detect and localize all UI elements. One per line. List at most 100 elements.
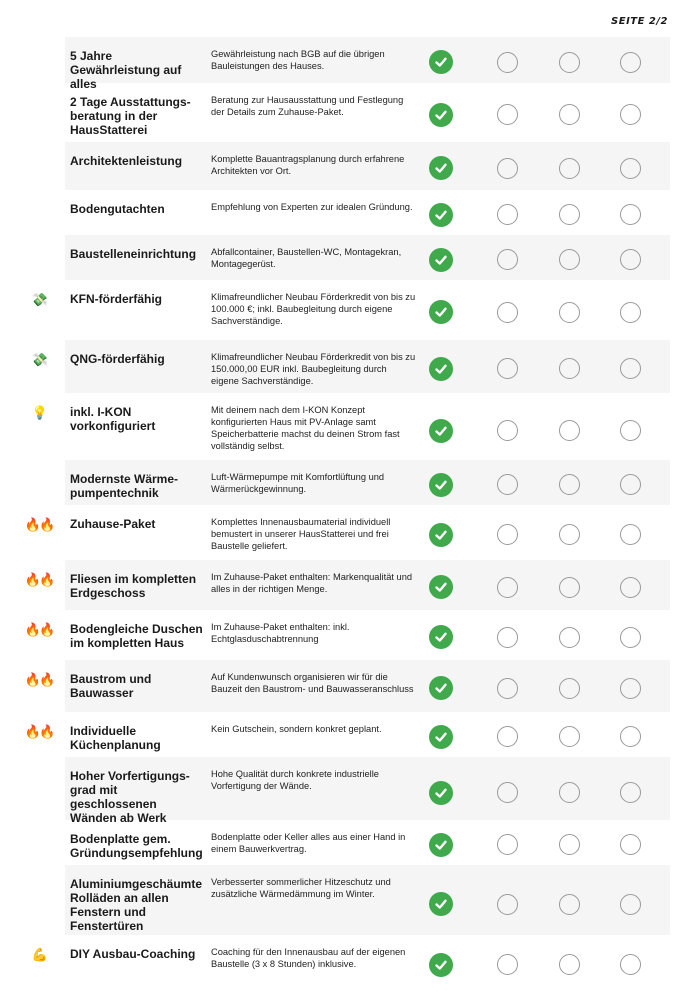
feature-name: Bodengutachten (70, 202, 165, 216)
option-2-cell (492, 37, 522, 83)
feature-name: Aluminiumgeschäumte Rolläden an allen Fe… (70, 877, 203, 933)
empty-circle-icon (496, 104, 518, 125)
feature-description: Gewährleistung nach BGB auf die übrigen … (211, 49, 385, 71)
table-row: Baustelleneinrichtung Abfallcontainer, Ba… (0, 235, 698, 280)
empty-circle-icon (619, 301, 641, 323)
empty-circle-icon (619, 576, 641, 598)
feature-description: Hohe Qualität durch konkrete industriell… (211, 769, 379, 791)
empty-circle-icon (619, 204, 641, 225)
option-1-cell (426, 935, 456, 990)
option-3-cell (554, 393, 584, 460)
option-2-cell (492, 340, 522, 393)
option-3-cell (554, 757, 584, 820)
feature-description: Kein Gutschein, sondern konkret geplant. (211, 724, 382, 734)
empty-circle-icon (619, 726, 641, 747)
check-icon (429, 102, 453, 127)
option-2-cell (492, 610, 522, 660)
option-3-cell (554, 37, 584, 83)
empty-circle-icon (558, 204, 580, 225)
empty-circle-icon (496, 893, 518, 915)
check-icon (429, 247, 453, 272)
feature-description: Empfehlung von Experten zur idealen Grün… (211, 202, 413, 212)
feature-description: Mit deinem nach dem I-KON Konzept konfig… (211, 405, 400, 451)
option-1-cell (426, 37, 456, 83)
option-4-cell (615, 83, 645, 142)
fire-icon: 🔥🔥 (24, 517, 55, 532)
table-row: 💪 DIY Ausbau-Coaching Coaching für den Inn… (0, 935, 698, 990)
empty-circle-icon (558, 834, 580, 855)
feature-description: Klimafreundlicher Neubau Förderkredit vo… (211, 292, 416, 326)
money-with-wings-icon: 💸 (31, 352, 48, 367)
table-row: 💸 KFN-förderfähig Klimafreundlicher Neubau… (0, 280, 698, 340)
option-3-cell (554, 235, 584, 280)
empty-circle-icon (558, 626, 580, 648)
fire-icon: 🔥🔥 (24, 724, 55, 739)
table-row: 🔥🔥 Individuelle Küchenplanung Kein Gutsche… (0, 712, 698, 757)
feature-description: Komplettes Innenausbaumaterial individue… (211, 517, 391, 551)
feature-description: Im Zuhause-Paket enthalten: inkl. Echtgl… (211, 622, 350, 644)
empty-circle-icon (558, 782, 580, 803)
empty-circle-icon (558, 51, 580, 73)
option-4-cell (615, 393, 645, 460)
empty-circle-icon (558, 249, 580, 270)
check-icon (429, 418, 453, 443)
feature-description: Klimafreundlicher Neubau Förderkredit vo… (211, 352, 416, 386)
option-2-cell (492, 660, 522, 712)
option-4-cell (615, 712, 645, 757)
check-icon (429, 780, 453, 805)
table-row: 🔥🔥 Fliesen im kompletten Erdgeschoss Im Zu… (0, 560, 698, 610)
feature-description: Im Zuhause-Paket enthalten: Markenqualit… (211, 572, 413, 594)
feature-name: KFN-förderfähig (70, 292, 162, 306)
check-icon (429, 472, 453, 497)
check-icon (429, 724, 453, 749)
empty-circle-icon (496, 204, 518, 225)
option-1-cell (426, 460, 456, 505)
empty-circle-icon (558, 420, 580, 441)
feature-name: Modernste Wärme-pumpentechnik (70, 472, 179, 500)
option-1-cell (426, 142, 456, 190)
feature-name: inkl. I-KON vorkonfiguriert (70, 405, 156, 433)
option-2-cell (492, 235, 522, 280)
option-1-cell (426, 340, 456, 393)
option-4-cell (615, 560, 645, 610)
empty-circle-icon (619, 157, 641, 179)
feature-name: Bodenplatte gem. Gründungsempfehlung (70, 832, 203, 860)
option-1-cell (426, 610, 456, 660)
table-row: Modernste Wärme-pumpentechnik Luft-Wärmep… (0, 460, 698, 505)
feature-description: Abfallcontainer, Baustellen-WC, Montagek… (211, 247, 402, 269)
empty-circle-icon (619, 834, 641, 855)
option-3-cell (554, 190, 584, 235)
empty-circle-icon (619, 893, 641, 915)
empty-circle-icon (558, 104, 580, 125)
option-4-cell (615, 142, 645, 190)
option-4-cell (615, 460, 645, 505)
empty-circle-icon (496, 677, 518, 699)
empty-circle-icon (496, 420, 518, 441)
option-2-cell (492, 393, 522, 460)
option-2-cell (492, 865, 522, 935)
check-icon (429, 952, 453, 977)
option-4-cell (615, 235, 645, 280)
option-3-cell (554, 610, 584, 660)
check-icon (429, 676, 453, 700)
feature-name: Fliesen im kompletten Erdgeschoss (70, 572, 197, 600)
option-3-cell (554, 142, 584, 190)
option-1-cell (426, 505, 456, 560)
check-icon (429, 156, 453, 180)
table-row: Hoher Vorfertigungs-grad mit geschlossen… (0, 757, 698, 825)
option-2-cell (492, 935, 522, 990)
option-2-cell (492, 460, 522, 505)
option-3-cell (554, 712, 584, 757)
option-3-cell (554, 820, 584, 865)
check-icon (429, 50, 453, 74)
empty-circle-icon (496, 954, 518, 975)
table-row: 🔥🔥 Baustrom und Bauwasser Auf Kundenwunsch… (0, 660, 698, 712)
empty-circle-icon (619, 420, 641, 441)
check-icon (429, 575, 453, 599)
option-3-cell (554, 865, 584, 935)
empty-circle-icon (619, 358, 641, 379)
option-2-cell (492, 757, 522, 820)
feature-name: Hoher Vorfertigungs-grad mit geschlossen… (70, 769, 190, 825)
empty-circle-icon (558, 157, 580, 179)
option-3-cell (554, 560, 584, 610)
